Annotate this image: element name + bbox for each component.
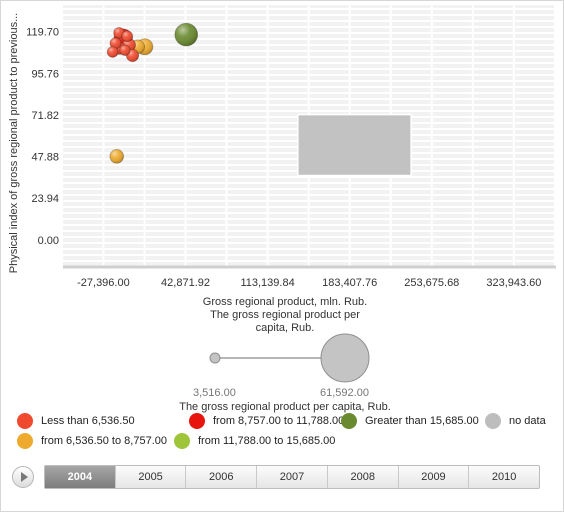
year-tab-2009[interactable]: 2009 [399,466,470,488]
year-tab-2005[interactable]: 2005 [116,466,187,488]
bubble[interactable] [106,46,119,58]
legend-item-6536-8757[interactable]: from 6,536.50 to 8,757.00 [17,433,167,449]
play-icon[interactable] [12,466,34,488]
legend-item-less-than[interactable]: Less than 6,536.50 [17,413,135,429]
bubble-shine [109,149,124,164]
bubble[interactable] [119,44,131,56]
y-axis-title: Physical index of gross regional product… [8,13,20,273]
legend-swatch [17,433,33,449]
bubble-shine [113,27,125,39]
legend-label: no data [509,415,546,427]
legend-swatch [485,413,501,429]
x-axis-title-line-2: The gross regional product per [210,309,360,321]
legend-item-no-data[interactable]: no data [485,413,546,429]
x-tick-label: 113,139.84 [240,277,294,289]
legend-item-greater-than[interactable]: Greater than 15,685.00 [341,413,479,429]
bubble-shine [121,30,133,42]
legend-swatch [189,413,205,429]
size-legend-min-bubble [209,352,221,364]
bubble[interactable] [121,30,134,43]
legend-label: Greater than 15,685.00 [365,415,479,427]
x-tick-label: 253,675.68 [404,277,459,289]
bubble[interactable] [113,26,125,39]
legend-label: from 8,757.00 to 11,788.00 [213,415,345,427]
year-tab-2004[interactable]: 2004 [45,466,116,488]
size-legend-title: The gross regional product per capita, R… [179,401,391,413]
bubble-shine [119,45,131,56]
size-legend-min-label: 3,516.00 [193,387,236,399]
year-tab-2007[interactable]: 2007 [257,466,328,488]
bubble[interactable] [174,22,199,47]
legend-label: from 6,536.50 to 8,757.00 [41,435,167,447]
y-tick-label: 95.76 [31,68,59,80]
legend-swatch [17,413,33,429]
x-tick-label: 42,871.92 [161,277,210,289]
x-axis-title-line-1: Gross regional product, mln. Rub. [202,296,368,308]
year-selector: 2004 2005 2006 2007 2008 2009 2010 [44,465,540,489]
bubble-shine [107,46,119,58]
y-tick-label: 47.88 [31,152,59,164]
bubble-shine [110,37,122,49]
y-tick-label: 23.94 [31,193,59,205]
legend-item-8757-11788[interactable]: from 8,757.00 to 11,788.00 [189,413,344,429]
legend-swatch [341,413,357,429]
year-tab-2008[interactable]: 2008 [328,466,399,488]
bubble[interactable] [109,37,122,50]
bubble-shine [174,23,198,46]
x-tick-label: 183,407.76 [322,277,377,289]
bubble[interactable] [109,149,125,164]
timeline-player: 2004 2005 2006 2007 2008 2009 2010 [12,465,540,489]
x-tick-label: 323,943.60 [486,277,541,289]
x-tick-label: -27,396.00 [77,277,130,289]
legend-item-11788-15685[interactable]: from 11,788.00 to 15,685.00 [174,433,335,449]
legend-label: from 11,788.00 to 15,685.00 [198,435,336,447]
size-legend-max-label: 61,592.00 [320,387,369,399]
year-tab-2006[interactable]: 2006 [186,466,258,488]
y-tick-label: 0.00 [38,235,59,247]
y-tick-label: 119.70 [26,27,59,39]
y-tick-label: 71.82 [31,110,59,122]
x-axis-title-line-3: capita, Rub. [255,322,315,334]
legend-swatch [174,433,190,449]
legend-label: Less than 6,536.50 [41,415,135,427]
year-tab-2010[interactable]: 2010 [491,471,517,483]
highlight-region [297,113,412,177]
size-legend-max-bubble [320,333,370,383]
